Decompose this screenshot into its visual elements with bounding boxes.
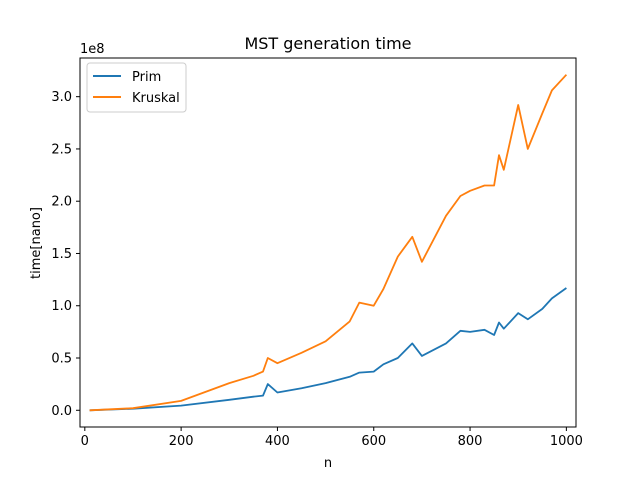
- legend: Prim Kruskal: [86, 62, 187, 113]
- x-tick-label: 400: [265, 434, 290, 449]
- y-tick-label: 2.0: [51, 195, 72, 210]
- x-tick-label: 800: [458, 434, 483, 449]
- y-tick-label: 3.0: [51, 90, 72, 105]
- x-tick-label: 1000: [550, 434, 583, 449]
- y-axis-label: time[nano]: [29, 207, 44, 279]
- x-axis-ticks: 0 200 400 600 800 1000: [81, 427, 583, 449]
- x-tick-label: 0: [81, 434, 89, 449]
- plot-lines: [89, 74, 568, 412]
- y-tick-label: 0.5: [51, 352, 72, 367]
- series-line-prim: [89, 287, 567, 412]
- y-tick-label: 0.0: [51, 404, 72, 419]
- y-scale-label: 1e8: [80, 42, 105, 57]
- y-tick-label: 1.0: [51, 299, 72, 314]
- plot-frame: [79, 57, 577, 428]
- y-axis-ticks: 0.0 0.5 1.0 1.5 2.0 2.5 3.0: [51, 90, 80, 419]
- x-axis-label: n: [324, 456, 332, 471]
- series-line-kruskal: [89, 74, 568, 412]
- x-tick-label: 200: [169, 434, 194, 449]
- legend-label-prim: Prim: [132, 70, 161, 85]
- y-tick-label: 1.5: [51, 247, 72, 262]
- x-tick-label: 600: [361, 434, 386, 449]
- y-tick-label: 2.5: [51, 142, 72, 157]
- legend-label-kruskal: Kruskal: [132, 91, 180, 106]
- chart-title: MST generation time: [244, 34, 411, 53]
